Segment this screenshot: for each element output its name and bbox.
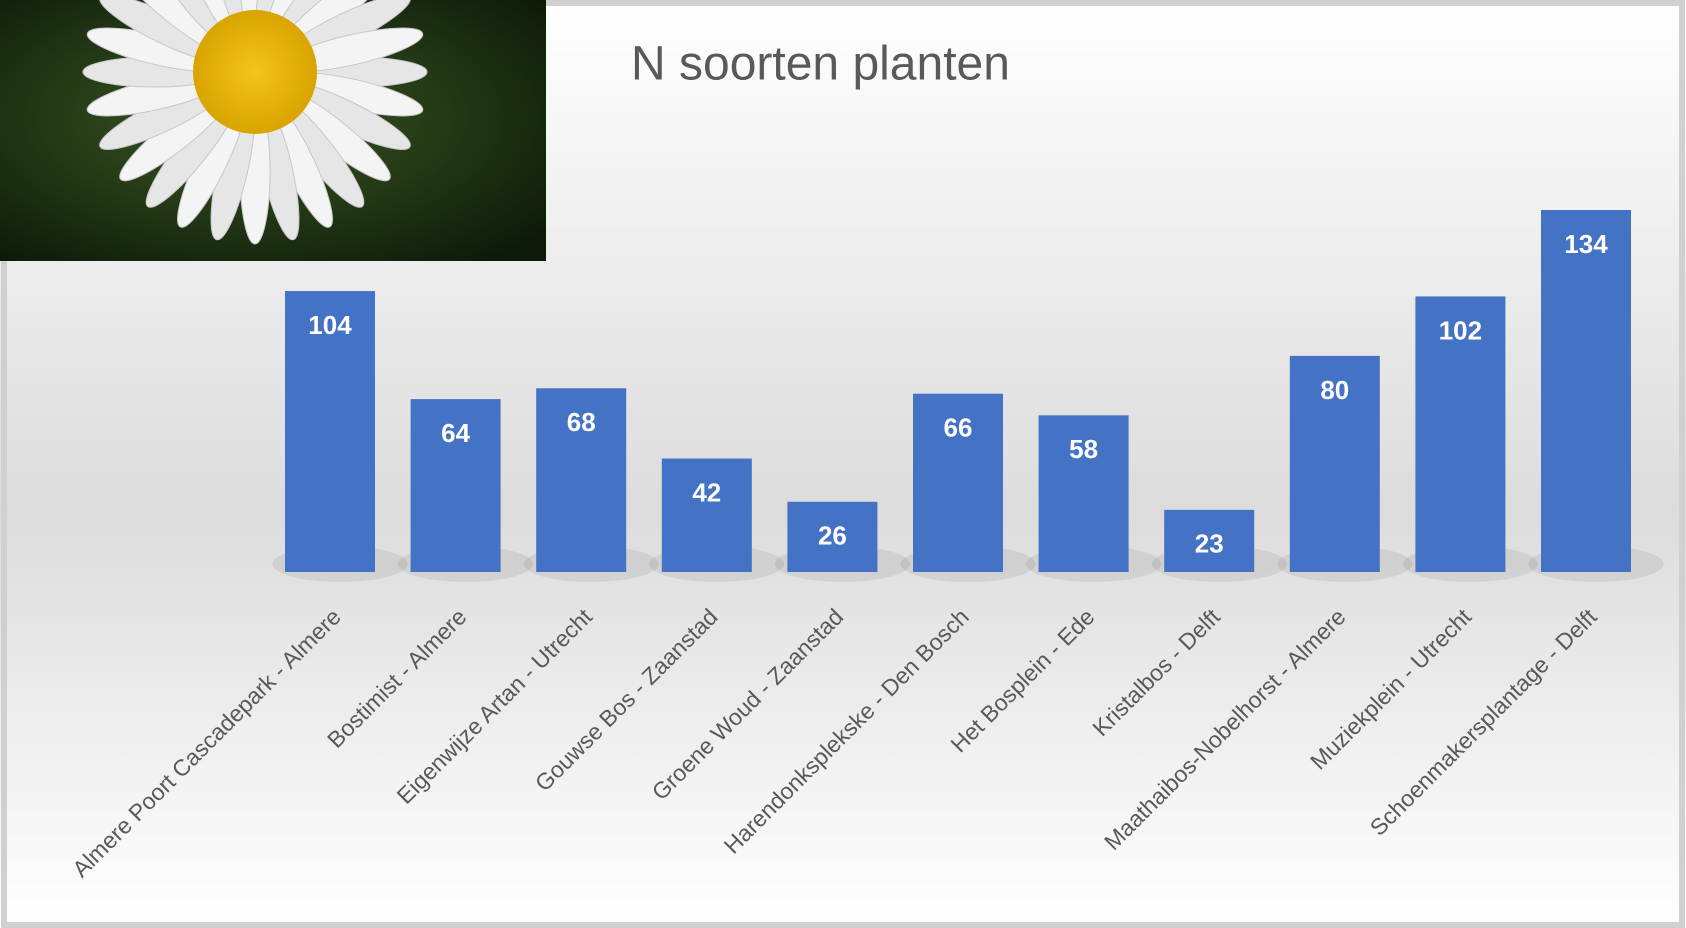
value-label: 104 xyxy=(308,310,352,340)
value-label: 68 xyxy=(567,407,596,437)
value-label: 58 xyxy=(1069,434,1098,464)
daisy-photo xyxy=(0,0,546,261)
page: N soorten planten 104Almere Poort Cascad… xyxy=(0,0,1686,928)
value-label: 23 xyxy=(1195,529,1224,559)
value-label: 66 xyxy=(944,413,973,443)
value-label: 80 xyxy=(1320,375,1349,405)
chart-title: N soorten planten xyxy=(631,38,1010,91)
value-label: 64 xyxy=(441,418,470,448)
flower-center xyxy=(193,10,317,134)
bar xyxy=(662,459,752,572)
value-label: 26 xyxy=(818,521,847,551)
chart: N soorten planten 104Almere Poort Cascad… xyxy=(0,0,1686,928)
value-label: 42 xyxy=(692,477,721,507)
value-label: 134 xyxy=(1564,229,1608,259)
value-label: 102 xyxy=(1439,315,1482,345)
bar xyxy=(1541,210,1631,572)
